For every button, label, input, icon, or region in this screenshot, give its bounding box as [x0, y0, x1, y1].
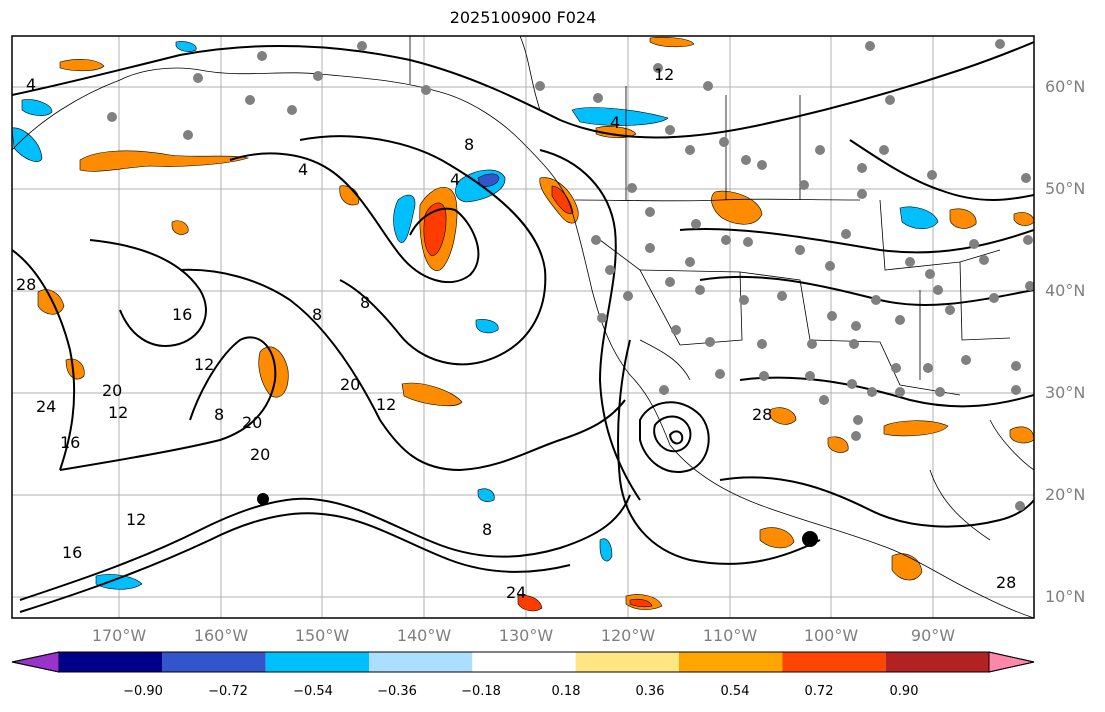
lon-label: 140°W — [396, 626, 452, 645]
contour-label: 4 — [450, 170, 460, 189]
lat-label: 20°N — [1045, 485, 1086, 504]
lat-label: 50°N — [1045, 179, 1086, 198]
colorbar-extension-low — [11, 651, 60, 673]
colorbar-segment — [265, 652, 369, 672]
contour-label: 12 — [376, 395, 396, 414]
lat-label: 40°N — [1045, 281, 1086, 300]
contour-label: 8 — [482, 520, 492, 539]
lon-label: 90°W — [910, 626, 956, 645]
contour-label: 20 — [250, 445, 270, 464]
lat-label: 30°N — [1045, 383, 1086, 402]
contour-label: 28 — [752, 405, 772, 424]
lat-label: 60°N — [1045, 77, 1086, 96]
lon-label: 170°W — [91, 626, 147, 645]
colorbar-tick-label: −0.36 — [377, 684, 417, 699]
colorbar-tick-label: 0.90 — [889, 684, 919, 699]
colorbar-tick-label: 0.36 — [635, 684, 665, 699]
map-border — [11, 35, 1035, 619]
contour-labels: 4 4 4 4 8 8 8 8 8 12 12 12 12 12 16 16 1… — [16, 65, 1016, 602]
contour-label: 16 — [60, 433, 80, 452]
contour-label: 8 — [360, 293, 370, 312]
contour-label: 24 — [506, 583, 526, 602]
colorbar-tick-label: −0.54 — [293, 684, 333, 699]
colorbar-outline — [11, 651, 1035, 673]
contour-label: 8 — [312, 305, 322, 324]
special-markers — [257, 493, 818, 547]
contour-label: 20 — [340, 375, 360, 394]
contour-label: 4 — [26, 75, 36, 94]
colorbar — [11, 651, 1035, 673]
contour-label: 12 — [654, 65, 674, 84]
contour-label: 28 — [16, 275, 36, 294]
map-title: 2025100900 F024 — [449, 8, 597, 27]
colorbar-tick-label: 0.54 — [720, 684, 750, 699]
contour-label: 20 — [102, 381, 122, 400]
colorbar-extension-high — [988, 651, 1035, 673]
colorbar-segment — [679, 652, 783, 672]
colorbar-tick-label: −0.72 — [208, 684, 248, 699]
station-markers — [107, 39, 1034, 511]
contour-label: 16 — [172, 305, 192, 324]
lon-label: 130°W — [498, 626, 554, 645]
contour-label: 4 — [298, 160, 308, 179]
colorbar-segment — [472, 652, 576, 672]
graticule — [12, 36, 1034, 618]
contour-label: 8 — [464, 135, 474, 154]
contour-label: 12 — [126, 510, 146, 529]
colorbar-segment — [782, 652, 886, 672]
lat-label: 10°N — [1045, 587, 1086, 606]
colorbar-segment — [575, 652, 679, 672]
contour-lines — [12, 41, 1034, 613]
colorbar-tick-label: −0.18 — [461, 684, 501, 699]
lon-label: 100°W — [803, 626, 859, 645]
contour-label: 12 — [108, 403, 128, 422]
colorbar-segment — [369, 652, 473, 672]
colorbar-segment — [885, 652, 989, 672]
lon-label: 150°W — [294, 626, 350, 645]
colorbar-segment — [59, 652, 163, 672]
lon-label: 110°W — [702, 626, 758, 645]
map-panel: 4 4 4 4 8 8 8 8 8 12 12 12 12 12 16 16 1… — [12, 36, 1034, 618]
contour-label: 4 — [610, 113, 620, 132]
colorbar-tick-label: −0.90 — [123, 684, 163, 699]
contour-label: 8 — [214, 405, 224, 424]
lon-label: 160°W — [193, 626, 249, 645]
lon-label: 120°W — [600, 626, 656, 645]
contour-label: 28 — [996, 573, 1016, 592]
colorbar-tick-label: 0.18 — [551, 684, 581, 699]
contour-label: 24 — [36, 397, 56, 416]
contour-label: 12 — [194, 355, 214, 374]
colorbar-tick-label: 0.72 — [804, 684, 834, 699]
contour-label: 16 — [62, 543, 82, 562]
colorbar-segment — [162, 652, 266, 672]
contour-label: 20 — [242, 413, 262, 432]
